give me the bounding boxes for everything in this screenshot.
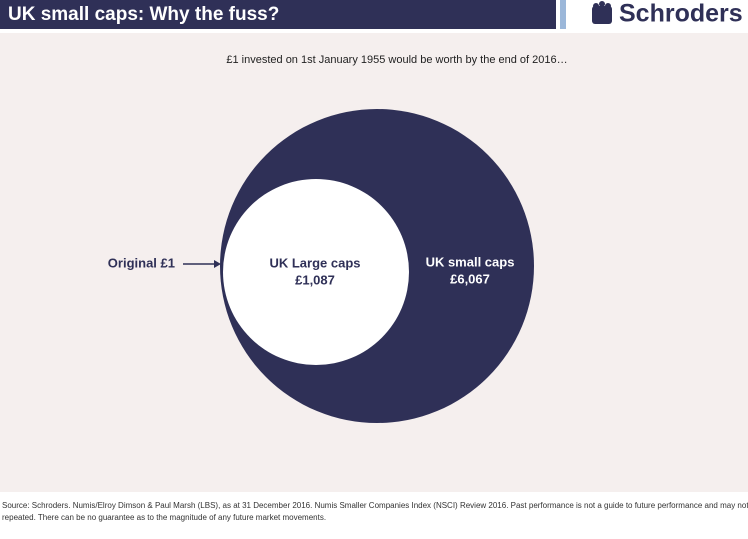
large-caps-label: UK Large caps [269,255,360,270]
small-caps-label: UK small caps [426,254,515,269]
subtitle: £1 invested on 1st January 1955 would be… [226,54,567,66]
header-title: UK small caps: Why the fuss? [8,4,279,25]
source-line: repeated. There can be no guarantee as t… [2,513,326,522]
header-bar [0,0,556,29]
original-label: Original £1 [108,255,175,270]
arrow-head [214,260,221,268]
brand-name: Schroders [619,0,743,28]
source-line: Source: Schroders. Numis/Elroy Dimson & … [2,501,748,510]
large-caps-circle [223,179,409,365]
small-caps-value: £6,067 [450,271,490,286]
header-accent [560,0,566,29]
logo-crest [592,1,612,24]
large-caps-value: £1,087 [295,272,335,287]
